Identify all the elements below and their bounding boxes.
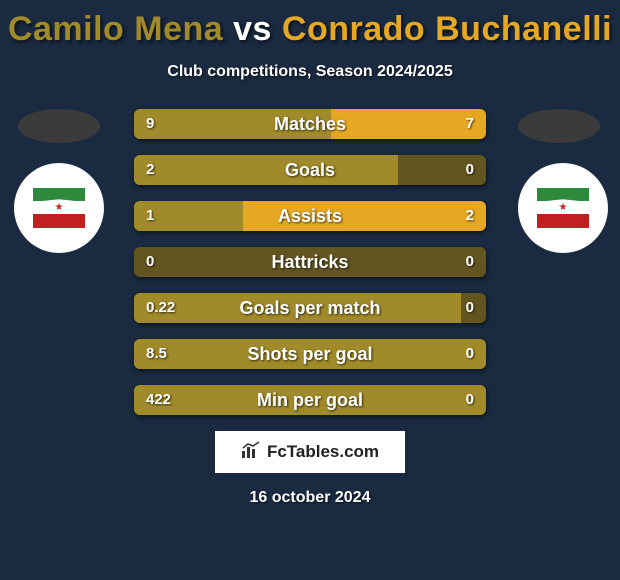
footer-brand: FcTables.com — [215, 431, 405, 473]
stat-label: Goals — [134, 155, 486, 185]
stat-value-left: 8.5 — [146, 339, 167, 369]
stat-value-left: 0.22 — [146, 293, 175, 323]
title-vs: vs — [233, 10, 272, 48]
player-left-avatar — [18, 109, 100, 143]
stat-value-left: 422 — [146, 385, 171, 415]
subtitle: Club competitions, Season 2024/2025 — [0, 63, 620, 81]
stat-row: Goals2 0 — [134, 155, 486, 185]
stat-label: Assists — [134, 201, 486, 231]
club-flag-icon: ★ — [33, 188, 85, 228]
stat-label: Shots per goal — [134, 339, 486, 369]
stat-row: Shots per goal8.5 0 — [134, 339, 486, 369]
stat-row: Matches9 7 — [134, 109, 486, 139]
stat-value-left: 0 — [146, 247, 154, 277]
stat-value-left: 2 — [146, 155, 154, 185]
chart-icon — [241, 441, 261, 464]
stat-value-left: 1 — [146, 201, 154, 231]
stat-value-right: 2 — [466, 201, 474, 231]
stat-value-right: 0 — [466, 293, 474, 323]
stat-value-right: 7 — [466, 109, 474, 139]
stat-label: Min per goal — [134, 385, 486, 415]
stat-label: Matches — [134, 109, 486, 139]
club-flag-icon: ★ — [537, 188, 589, 228]
stat-value-left: 9 — [146, 109, 154, 139]
stat-label: Hattricks — [134, 247, 486, 277]
stat-row: Assists1 2 — [134, 201, 486, 231]
title-player1: Camilo Mena — [8, 10, 223, 48]
stat-value-right: 0 — [466, 339, 474, 369]
stats-bars: Matches97Goals20Assists12Hattricks00Goal… — [134, 109, 486, 415]
stat-value-right: 0 — [466, 155, 474, 185]
stat-row: Hattricks0 0 — [134, 247, 486, 277]
player-right-club-badge: ★ — [518, 163, 608, 253]
stat-row: Min per goal422 0 — [134, 385, 486, 415]
title-player2: Conrado Buchanelli — [282, 10, 612, 48]
stat-label: Goals per match — [134, 293, 486, 323]
footer-date: 16 october 2024 — [0, 489, 620, 507]
stat-row: Goals per match0.22 0 — [134, 293, 486, 323]
player-left-club-badge: ★ — [14, 163, 104, 253]
stat-value-right: 0 — [466, 247, 474, 277]
chart-area: ★ ★ Matches97Goals20Assists12Hattricks00… — [0, 109, 620, 415]
player-right-avatar — [518, 109, 600, 143]
footer-brand-text: FcTables.com — [267, 442, 379, 462]
stat-value-right: 0 — [466, 385, 474, 415]
page-title: Camilo Mena vs Conrado Buchanelli — [0, 0, 620, 49]
